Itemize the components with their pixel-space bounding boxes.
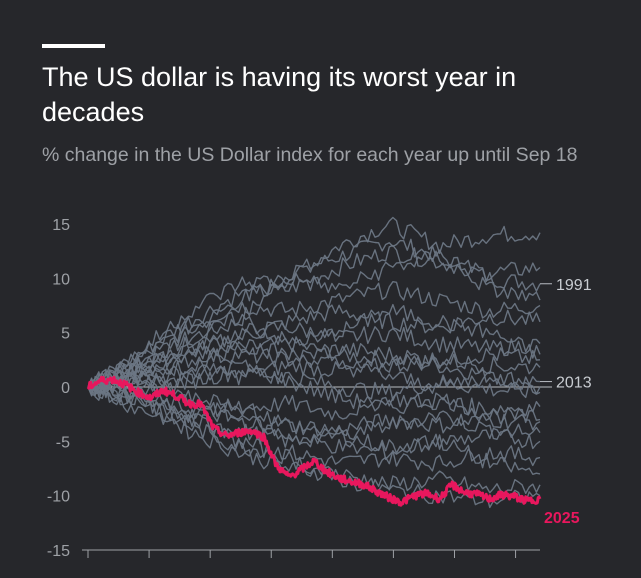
- series-line-history: [87, 244, 541, 388]
- chart-subtitle: % change in the US Dollar index for each…: [42, 144, 578, 166]
- series-line-history: [87, 303, 541, 393]
- series-end-label-1991: 1991: [556, 277, 592, 294]
- y-tick-label: 5: [61, 326, 70, 343]
- chart-title: The US dollar is having its worst year i…: [42, 62, 517, 127]
- series-line-history: [87, 386, 541, 472]
- y-tick-label: 0: [61, 380, 70, 397]
- y-tick-label: -5: [56, 434, 70, 451]
- y-tick-label: 10: [52, 271, 70, 288]
- series-line-history: [87, 359, 541, 425]
- y-tick-label: 15: [52, 217, 70, 234]
- series-end-label-2025: 2025: [544, 510, 580, 527]
- series-line-history: [87, 321, 541, 392]
- series-line-history: [87, 216, 541, 391]
- series-line-history: [87, 250, 541, 388]
- series-line-history: [87, 369, 541, 421]
- series-line-1991: [87, 238, 541, 390]
- title-accent-bar: [42, 44, 105, 48]
- series-line-history: [87, 381, 541, 441]
- series-end-label-2013: 2013: [556, 375, 592, 392]
- series-line-2025: [86, 375, 542, 507]
- series-line-history: [87, 353, 541, 392]
- series-line-history: [87, 340, 541, 395]
- series-line-history: [87, 363, 541, 475]
- y-tick-label: -15: [47, 543, 70, 560]
- series-line-history: [88, 281, 541, 389]
- y-tick-label: -10: [47, 489, 70, 506]
